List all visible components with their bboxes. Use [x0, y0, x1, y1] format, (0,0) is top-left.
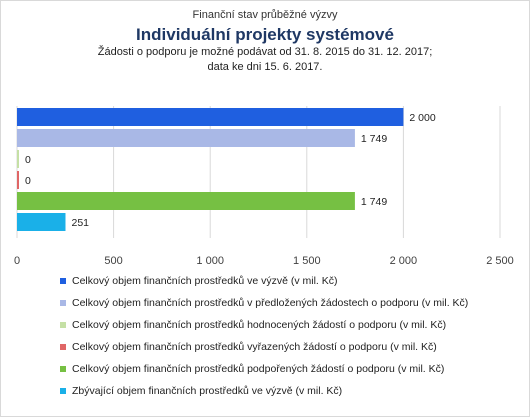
data-label: 1 749 — [361, 133, 387, 145]
legend-swatch — [60, 344, 66, 350]
chart-titles: Finanční stav průběžné výzvy Individuáln… — [0, 8, 530, 75]
x-tick-label: 1 500 — [293, 255, 321, 267]
legend-label: Celkový objem finančních prostředků podp… — [72, 363, 445, 375]
chart-supertitle: Finanční stav průběžné výzvy — [192, 9, 338, 21]
legend-label: Zbývající objem finančních prostředků ve… — [72, 385, 343, 397]
legend-item: Celkový objem finančních prostředků v př… — [60, 292, 520, 314]
legend-label: Celkový objem finančních prostředků hodn… — [72, 319, 447, 331]
chart-subtitle-line1: Žádosti o podporu je možné podávat od 31… — [97, 46, 433, 58]
x-tick-label: 2 000 — [390, 255, 418, 267]
legend-label: Celkový objem finančních prostředků ve v… — [72, 275, 338, 287]
data-label: 1 749 — [361, 196, 387, 208]
bar — [17, 150, 19, 168]
bar — [17, 171, 19, 189]
data-label: 251 — [71, 217, 89, 229]
legend-swatch — [60, 366, 66, 372]
legend-label: Celkový objem finančních prostředků v př… — [72, 297, 469, 309]
bar — [17, 192, 355, 210]
chart-subtitle-line2: data ke dni 15. 6. 2017. — [207, 61, 323, 73]
x-tick-label: 0 — [14, 255, 20, 267]
legend-item: Celkový objem finančních prostředků hodn… — [60, 314, 520, 336]
data-label: 2 000 — [409, 112, 435, 124]
legend-item: Celkový objem finančních prostředků podp… — [60, 358, 520, 380]
legend-item: Zbývající objem finančních prostředků ve… — [60, 380, 520, 402]
bar — [17, 129, 355, 147]
x-tick-label: 1 000 — [196, 255, 224, 267]
legend-swatch — [60, 322, 66, 328]
legend-swatch — [60, 300, 66, 306]
x-tick-label: 2 500 — [486, 255, 514, 267]
bar — [17, 213, 66, 231]
bar — [17, 108, 404, 126]
legend-swatch — [60, 388, 66, 394]
legend-swatch — [60, 278, 66, 284]
legend-item: Celkový objem finančních prostředků vyřa… — [60, 336, 520, 358]
chart-legend: Celkový objem finančních prostředků ve v… — [60, 270, 520, 402]
legend-label: Celkový objem finančních prostředků vyřa… — [72, 341, 437, 353]
data-label: 0 — [25, 154, 31, 166]
x-tick-label: 500 — [104, 255, 122, 267]
chart-title: Individuální projekty systémové — [136, 25, 394, 44]
legend-item: Celkový objem finančních prostředků ve v… — [60, 270, 520, 292]
data-label: 0 — [25, 175, 31, 187]
